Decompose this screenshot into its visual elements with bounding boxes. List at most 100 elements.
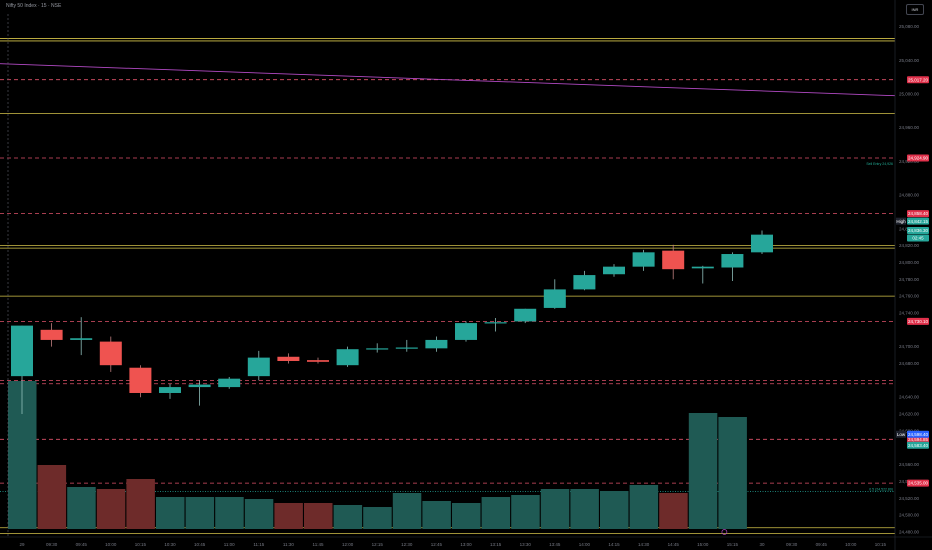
price-tag-text: 24,583.40 [908, 443, 929, 448]
candle-body [455, 323, 477, 340]
y-tick-label: 24,880.00 [899, 193, 920, 198]
volume-bar [540, 489, 570, 529]
y-tick-label: 24,640.00 [899, 395, 920, 400]
side-tag [896, 430, 906, 438]
x-tick-label: 09:30 [786, 542, 798, 547]
x-tick-label: 15:00 [697, 542, 709, 547]
y-tick-label: 24,960.00 [899, 125, 920, 130]
volume-bar [629, 485, 659, 529]
x-tick-label: 14:15 [608, 542, 620, 547]
level-price-text: 24,730.10 [908, 319, 929, 324]
x-tick-label: 13:45 [549, 542, 561, 547]
price-tag-text: 24,842.15 [908, 219, 929, 224]
x-tick-label: 10:30 [164, 542, 176, 547]
y-tick-label: 24,800.00 [899, 260, 920, 265]
fib-level-label: 0.5 (24,522.80) [869, 488, 893, 492]
candle-body [514, 308, 537, 322]
volume-bar [511, 495, 540, 529]
y-tick-label: 24,760.00 [899, 294, 920, 299]
level-price-text: 24,924.90 [908, 156, 929, 161]
level-price-text: 24,858.40 [908, 211, 929, 216]
x-tick-label: 10:15 [135, 542, 147, 547]
x-tick-label: 11:00 [224, 542, 235, 547]
volume-bar [274, 503, 303, 529]
candle-body [277, 356, 300, 361]
y-tick-label: 24,480.00 [899, 529, 920, 534]
candle-body [11, 325, 33, 377]
volume-bar [156, 497, 185, 529]
candle-body [632, 252, 655, 267]
x-tick-label: 12:15 [372, 542, 384, 547]
x-tick-label: 10:45 [194, 542, 206, 547]
y-tick-label: 24,520.00 [899, 496, 920, 501]
x-tick-label: 14:00 [579, 542, 591, 547]
volume-bar [67, 487, 96, 529]
candle-body [129, 367, 152, 393]
level-price-tag [907, 317, 929, 325]
candle-body [691, 266, 714, 269]
x-tick-label: 12:00 [342, 542, 354, 547]
x-tick-label: 09:45 [76, 542, 88, 547]
candle-body [40, 329, 63, 340]
candle-body [395, 347, 418, 349]
candle-body [99, 341, 122, 366]
volume-bar [96, 489, 126, 529]
level-price-tag [907, 479, 929, 487]
y-tick-label: 24,780.00 [899, 277, 920, 282]
x-tick-label: 12:45 [431, 542, 443, 547]
candle-body [159, 387, 181, 393]
x-tick-label: 15:15 [727, 542, 739, 547]
volume-bar [392, 493, 422, 529]
volume-bar [363, 507, 392, 529]
candle-body [543, 289, 566, 308]
x-tick-label: 11:30 [283, 542, 294, 547]
price-tag-text: 24,598.40 [908, 432, 929, 437]
y-tick-label: 24,820.00 [899, 243, 920, 248]
candle-body [484, 322, 507, 324]
volume-bar [570, 489, 599, 529]
price-tag [907, 441, 929, 449]
x-tick-label: 30 [759, 542, 765, 547]
currency-button[interactable]: INR [906, 4, 924, 15]
candle-body [366, 348, 389, 350]
level-price-text: 24,594.85 [908, 437, 929, 442]
y-tick-label: 25,080.00 [899, 24, 920, 29]
volume-bar [481, 497, 511, 529]
candle-body [307, 360, 329, 362]
volume-bar [126, 479, 155, 529]
level-price-tag [907, 210, 929, 218]
price-tag [907, 217, 929, 225]
x-tick-label: 12:30 [401, 542, 413, 547]
candle-body [188, 384, 211, 388]
price-tag-text: 24,836.30 [908, 228, 929, 233]
price-tag-text: 02:45 [912, 236, 924, 241]
event-marker-icon [721, 529, 728, 535]
candle-body [573, 275, 596, 290]
side-tag-text: High [896, 219, 906, 224]
volume-bar [37, 465, 67, 529]
level-price-tag [907, 154, 929, 162]
x-tick-label: 29 [19, 542, 25, 547]
x-tick-label: 10:00 [105, 542, 117, 547]
volume-bar [244, 499, 274, 529]
x-tick-label: 11:45 [313, 542, 324, 547]
candle-body [721, 254, 744, 268]
level-price-text: 24,535.00 [908, 481, 929, 486]
y-tick-label: 24,700.00 [899, 344, 920, 349]
candle-body [247, 357, 270, 377]
price-tag [907, 430, 929, 438]
candle-body [70, 338, 93, 340]
y-tick-label: 25,040.00 [899, 58, 920, 63]
x-tick-label: 14:30 [638, 542, 650, 547]
level-price-text: 25,017.20 [908, 77, 929, 82]
x-tick-label: 09:30 [46, 542, 58, 547]
volume-bar [185, 497, 215, 529]
y-tick-label: 25,000.00 [899, 92, 920, 97]
candle-body [425, 339, 448, 349]
x-tick-label: 13:00 [460, 542, 472, 547]
candle-body [336, 349, 359, 366]
volume-bar [600, 491, 629, 529]
candle-body [603, 266, 625, 275]
y-tick-label: 24,740.00 [899, 310, 920, 315]
